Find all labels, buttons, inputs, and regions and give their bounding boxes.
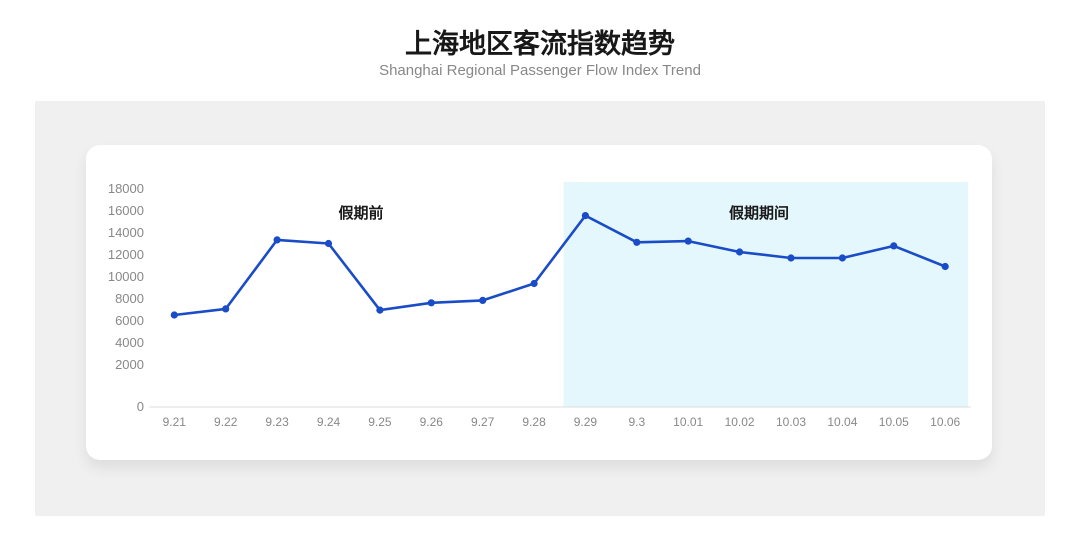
svg-text:9.26: 9.26 — [420, 415, 444, 429]
svg-text:9.3: 9.3 — [628, 415, 645, 429]
svg-text:10000: 10000 — [108, 269, 144, 284]
svg-text:6000: 6000 — [115, 313, 144, 328]
svg-text:10.04: 10.04 — [827, 415, 857, 429]
svg-text:10.02: 10.02 — [725, 415, 755, 429]
svg-text:2000: 2000 — [115, 357, 144, 372]
svg-text:9.28: 9.28 — [522, 415, 546, 429]
svg-text:9.23: 9.23 — [265, 415, 289, 429]
svg-text:12000: 12000 — [108, 247, 144, 262]
svg-text:0: 0 — [137, 399, 144, 414]
svg-text:4000: 4000 — [115, 335, 144, 350]
svg-text:9.29: 9.29 — [574, 415, 598, 429]
svg-text:10.01: 10.01 — [673, 415, 703, 429]
svg-text:10.03: 10.03 — [776, 415, 806, 429]
svg-text:假期期间: 假期期间 — [729, 204, 789, 222]
svg-text:假期前: 假期前 — [338, 204, 383, 222]
svg-text:9.21: 9.21 — [163, 415, 187, 429]
svg-text:9.25: 9.25 — [368, 415, 392, 429]
svg-text:14000: 14000 — [108, 225, 144, 240]
svg-text:10.05: 10.05 — [879, 415, 909, 429]
svg-text:18000: 18000 — [108, 181, 144, 196]
svg-text:9.24: 9.24 — [317, 415, 341, 429]
svg-text:9.22: 9.22 — [214, 415, 238, 429]
svg-text:16000: 16000 — [108, 203, 144, 218]
svg-text:9.27: 9.27 — [471, 415, 495, 429]
svg-text:8000: 8000 — [115, 291, 144, 306]
svg-text:10.06: 10.06 — [930, 415, 960, 429]
